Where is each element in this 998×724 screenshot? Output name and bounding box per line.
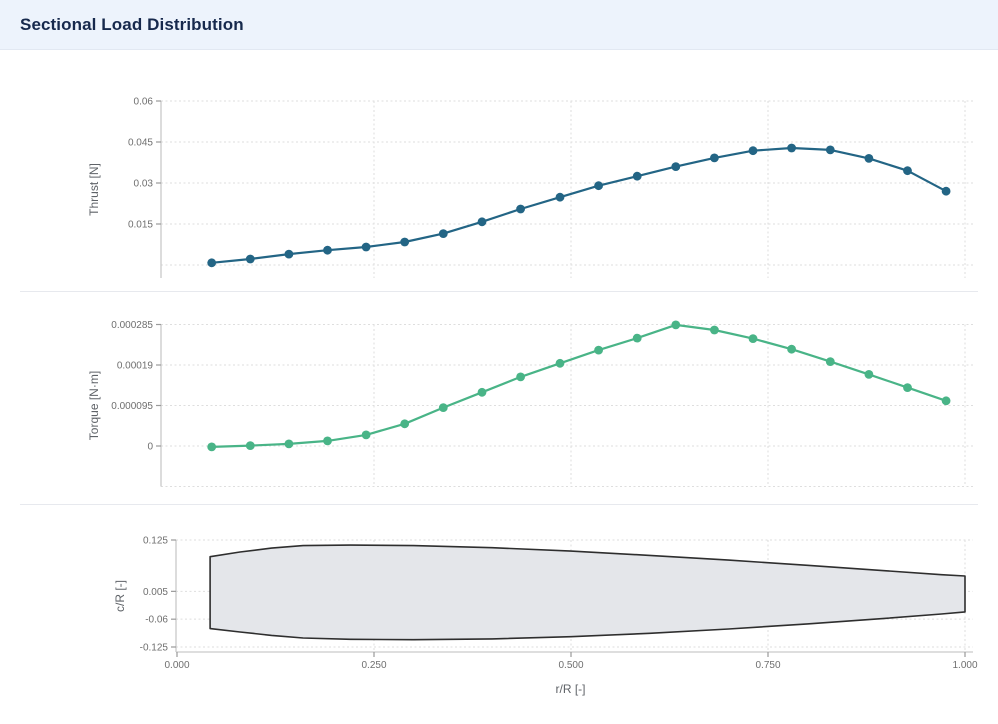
x-tick-label: 0.750 bbox=[755, 660, 780, 671]
y-tick-label: 0.03 bbox=[134, 179, 154, 190]
chord-chart[interactable]: 0.125 0.005 -0.06 -0.125 c/R [-] 0.000 0.250 0.… bbox=[0, 504, 998, 724]
y-tick-label: 0.005 bbox=[143, 587, 168, 598]
data-point[interactable] bbox=[787, 143, 796, 153]
data-point[interactable] bbox=[245, 254, 255, 264]
y-tick-label: -0.125 bbox=[140, 643, 169, 654]
x-gridlines bbox=[373, 101, 966, 278]
thrust-distribution-series[interactable] bbox=[207, 143, 951, 268]
data-point[interactable] bbox=[361, 242, 371, 252]
data-point[interactable] bbox=[361, 430, 371, 440]
data-point[interactable] bbox=[438, 229, 448, 239]
x-tick-label: 0.000 bbox=[164, 660, 189, 671]
data-point[interactable] bbox=[903, 383, 912, 392]
y-tick-label: 0.06 bbox=[134, 97, 154, 108]
data-point[interactable] bbox=[400, 419, 410, 429]
y-tick-labels: 0.06 0.045 0.03 0.015 bbox=[128, 97, 161, 231]
y-axis-title: Torque [N·m] bbox=[87, 371, 101, 440]
data-point[interactable] bbox=[903, 166, 912, 176]
data-point[interactable] bbox=[594, 181, 603, 191]
data-point[interactable] bbox=[825, 357, 835, 366]
data-point[interactable] bbox=[864, 154, 874, 163]
x-tick-labels: 0.000 0.250 0.500 0.750 1.000 bbox=[164, 652, 978, 671]
data-point[interactable] bbox=[516, 204, 525, 214]
data-point[interactable] bbox=[941, 186, 951, 196]
y-tick-label: 0.045 bbox=[128, 138, 153, 149]
blade-outline[interactable] bbox=[209, 544, 966, 641]
data-point[interactable] bbox=[748, 334, 758, 343]
thrust-distribution-svg: 0.06 0.045 0.03 0.015 Thrust [N] bbox=[87, 97, 973, 278]
y-tick-labels: 0.000285 0.00019 0.000095 0 bbox=[111, 320, 161, 453]
data-point[interactable] bbox=[284, 439, 294, 449]
data-point[interactable] bbox=[477, 387, 487, 397]
data-point[interactable] bbox=[632, 171, 642, 181]
y-axis-title: c/R [-] bbox=[113, 580, 127, 612]
torque-chart[interactable]: 0.000285 0.00019 0.000095 0 Torque [N·m] bbox=[0, 291, 998, 504]
torque-distribution-svg: 0.000285 0.00019 0.000095 0 Torque [N·m] bbox=[87, 320, 973, 487]
data-point[interactable] bbox=[825, 145, 835, 155]
data-point[interactable] bbox=[941, 396, 951, 406]
data-point[interactable] bbox=[787, 344, 796, 354]
y-gridlines bbox=[161, 100, 973, 266]
y-gridlines bbox=[161, 324, 973, 487]
series-line bbox=[211, 323, 947, 448]
panel-header: Sectional Load Distribution bbox=[0, 0, 998, 50]
y-axis-title: Thrust [N] bbox=[87, 163, 101, 216]
data-point[interactable] bbox=[323, 245, 332, 255]
data-point[interactable] bbox=[438, 403, 448, 412]
section-divider bbox=[20, 291, 978, 292]
data-point[interactable] bbox=[284, 249, 294, 259]
data-point[interactable] bbox=[477, 217, 487, 227]
x-tick-label: 0.500 bbox=[558, 660, 583, 671]
data-point[interactable] bbox=[710, 325, 719, 335]
y-tick-label: 0.000285 bbox=[111, 320, 153, 331]
data-point[interactable] bbox=[555, 192, 565, 202]
panel-title: Sectional Load Distribution bbox=[20, 14, 244, 34]
torque-distribution-series[interactable] bbox=[207, 320, 951, 452]
y-tick-label: 0.015 bbox=[128, 220, 153, 231]
x-tick-label: 0.250 bbox=[361, 660, 386, 671]
data-point[interactable] bbox=[245, 441, 255, 450]
data-point[interactable] bbox=[671, 162, 681, 171]
series-line bbox=[211, 146, 947, 264]
data-point[interactable] bbox=[516, 372, 525, 382]
y-tick-label: 0 bbox=[147, 442, 153, 453]
data-point[interactable] bbox=[323, 436, 332, 446]
section-divider bbox=[20, 504, 978, 505]
data-point[interactable] bbox=[400, 237, 410, 247]
data-point[interactable] bbox=[671, 320, 681, 330]
thrust-chart[interactable]: 0.06 0.045 0.03 0.015 Thrust [N] bbox=[0, 50, 998, 291]
data-point[interactable] bbox=[748, 146, 758, 156]
y-tick-label: 0.000095 bbox=[111, 401, 153, 412]
y-tick-label: 0.00019 bbox=[117, 361, 154, 372]
x-axis-title: r/R [-] bbox=[556, 682, 586, 696]
data-point[interactable] bbox=[207, 258, 217, 268]
data-point[interactable] bbox=[632, 333, 642, 343]
y-tick-labels: 0.125 0.005 -0.06 -0.125 bbox=[140, 536, 176, 654]
data-point[interactable] bbox=[555, 358, 565, 368]
x-tick-label: 1.000 bbox=[952, 660, 977, 671]
y-tick-label: 0.125 bbox=[143, 536, 168, 547]
data-point[interactable] bbox=[864, 370, 874, 379]
data-point[interactable] bbox=[207, 442, 217, 452]
y-tick-label: -0.06 bbox=[145, 615, 168, 626]
data-point[interactable] bbox=[710, 153, 719, 163]
data-point[interactable] bbox=[594, 345, 603, 355]
